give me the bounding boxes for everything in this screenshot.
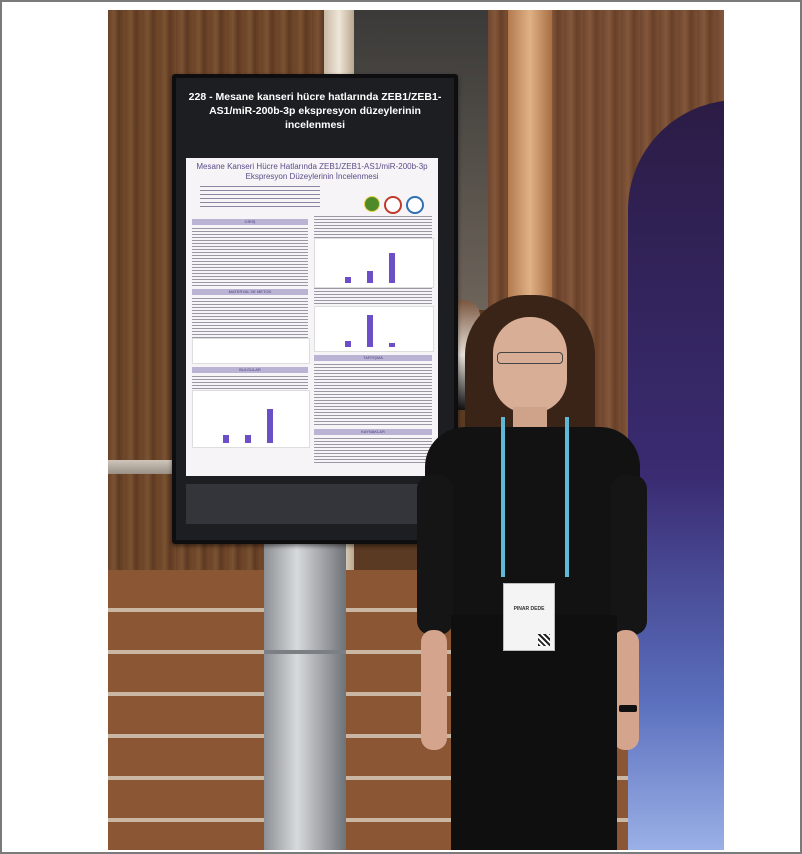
chart-bar [367,271,373,283]
poster-authors [200,186,320,210]
chart-bar [245,435,251,443]
section-references: KAYNAKLAR [314,429,432,435]
digital-poster-board: 228 - Mesane kanseri hücre hatlarında ZE… [172,74,458,544]
chart-bar [223,435,229,443]
chart-bar [345,277,351,283]
lanyard [501,417,569,577]
chart-bar [367,315,373,347]
right-hand [613,630,639,750]
chart-bar [267,409,273,443]
poster-left-column: GİRİŞ MATERYAL VE METOD BULGULAR [192,216,310,470]
section-methods: MATERYAL VE METOD [192,289,308,295]
badge-name: PINAR DEDE [513,606,545,612]
left-hand [421,630,447,750]
watch-icon [619,705,637,712]
board-footer [186,484,444,524]
chart-bar [389,253,395,283]
references-text [314,438,432,464]
stand-joint [264,650,346,654]
qr-code-icon [538,634,550,646]
intro-text [192,228,308,286]
chart-caption-2 [314,288,432,306]
section-results: BULGULAR [192,367,308,373]
poster: Mesane Kanseri Hücre Hatlarında ZEB1/ZEB… [186,158,438,476]
university-logo-icon [364,196,380,212]
poster-right-column: TARTIŞMA KAYNAKLAR [314,216,434,470]
chart-caption [314,216,432,238]
discussion-text [314,364,432,426]
poster-title: Mesane Kanseri Hücre Hatlarında ZEB1/ZEB… [196,162,428,181]
chart-bar [345,341,351,347]
poster-logos [364,196,424,214]
institute-logo-icon [384,196,402,214]
right-sleeve [611,475,647,635]
results-chart-3 [314,306,434,352]
glasses-icon [497,352,563,364]
face [493,317,567,413]
results-chart-2 [314,238,434,288]
display-stand [264,540,346,850]
name-badge: PINAR DEDE [503,583,555,651]
left-sleeve [417,475,453,635]
wood-post [508,10,552,310]
results-text [192,376,308,390]
chart-bar [389,343,395,347]
board-title: 228 - Mesane kanseri hücre hatlarında ZE… [188,91,442,131]
presenter: PINAR DEDE [413,295,658,850]
black-trousers [451,615,617,850]
section-intro: GİRİŞ [192,219,308,225]
methods-figure [192,338,310,364]
blue-display-panel [628,100,724,850]
methods-text [192,298,308,338]
results-chart-1 [192,390,310,448]
photo: 228 - Mesane kanseri hücre hatlarında ZE… [108,10,724,850]
faculty-logo-icon [406,196,424,214]
section-discussion: TARTIŞMA [314,355,432,361]
